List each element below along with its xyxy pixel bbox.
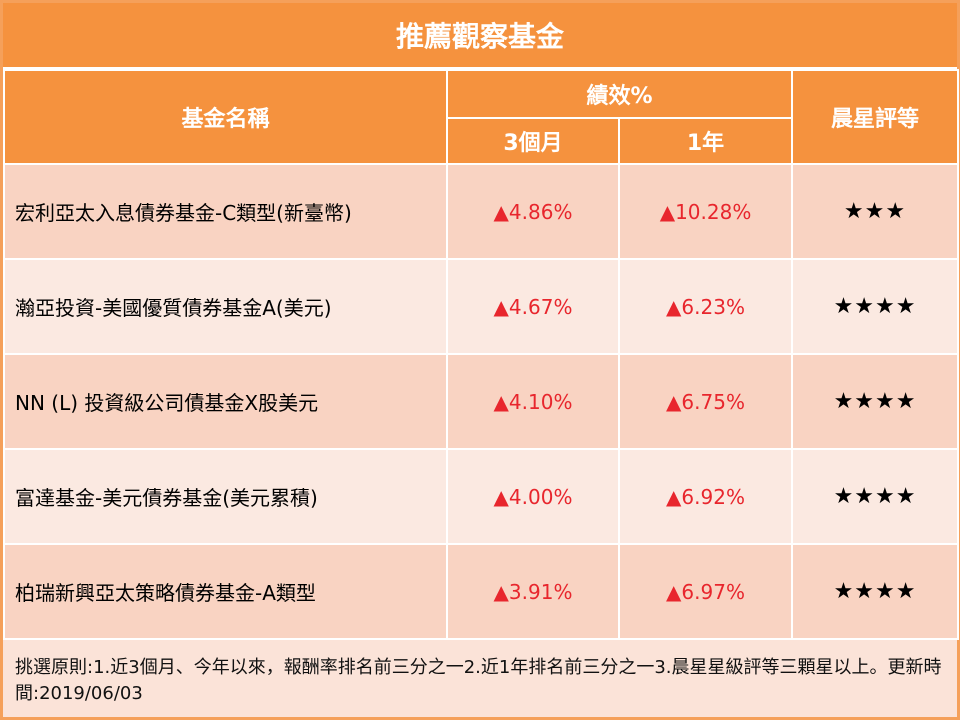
return-1-year: ▲6.92% xyxy=(617,448,794,545)
fund-name: NN (L) 投資級公司債基金X股美元 xyxy=(3,353,448,450)
star-rating: ★★★★ xyxy=(791,258,960,355)
fund-name: 宏利亞太入息債券基金-C類型(新臺幣) xyxy=(3,163,448,260)
header-rating: 晨星評等 xyxy=(791,69,960,165)
table-row: NN (L) 投資級公司債基金X股美元 ▲4.10% ▲6.75% ★★★★ xyxy=(3,353,960,450)
selection-criteria-note: 挑選原則:1.近3個月、今年以來，報酬率排名前三分之一2.近1年排名前三分之一3… xyxy=(3,643,957,717)
fund-name: 柏瑞新興亞太策略債券基金-A類型 xyxy=(3,543,448,640)
return-3-months: ▲4.00% xyxy=(446,448,620,545)
star-rating: ★★★★ xyxy=(791,448,960,545)
star-rating: ★★★★ xyxy=(791,543,960,640)
header-performance: 績效% xyxy=(445,69,794,119)
table-title: 推薦觀察基金 xyxy=(3,3,957,69)
return-3-months: ▲4.10% xyxy=(446,353,620,450)
star-rating: ★★★★ xyxy=(791,353,960,450)
header-3-months: 3個月 xyxy=(446,117,620,165)
table-row: 瀚亞投資-美國優質債券基金A(美元) ▲4.67% ▲6.23% ★★★★ xyxy=(3,258,960,355)
return-1-year: ▲6.75% xyxy=(617,353,794,450)
fund-name: 瀚亞投資-美國優質債券基金A(美元) xyxy=(3,258,448,355)
table-row: 富達基金-美元債券基金(美元累積) ▲4.00% ▲6.92% ★★★★ xyxy=(3,448,960,545)
header-1-year: 1年 xyxy=(617,117,794,165)
return-1-year: ▲6.97% xyxy=(617,543,794,640)
table-row: 宏利亞太入息債券基金-C類型(新臺幣) ▲4.86% ▲10.28% ★★★ xyxy=(3,163,960,260)
return-3-months: ▲3.91% xyxy=(446,543,620,640)
return-3-months: ▲4.86% xyxy=(446,163,620,260)
table-row: 柏瑞新興亞太策略債券基金-A類型 ▲3.91% ▲6.97% ★★★★ xyxy=(3,543,960,640)
return-1-year: ▲10.28% xyxy=(617,163,794,260)
return-1-year: ▲6.23% xyxy=(617,258,794,355)
fund-name: 富達基金-美元債券基金(美元累積) xyxy=(3,448,448,545)
return-3-months: ▲4.67% xyxy=(446,258,620,355)
fund-table: 基金名稱 績效% 晨星評等 3個月 1年 宏利亞太入息債券基金-C類型(新臺幣)… xyxy=(3,69,960,640)
star-rating: ★★★ xyxy=(791,163,960,260)
header-fund-name: 基金名稱 xyxy=(3,69,448,165)
